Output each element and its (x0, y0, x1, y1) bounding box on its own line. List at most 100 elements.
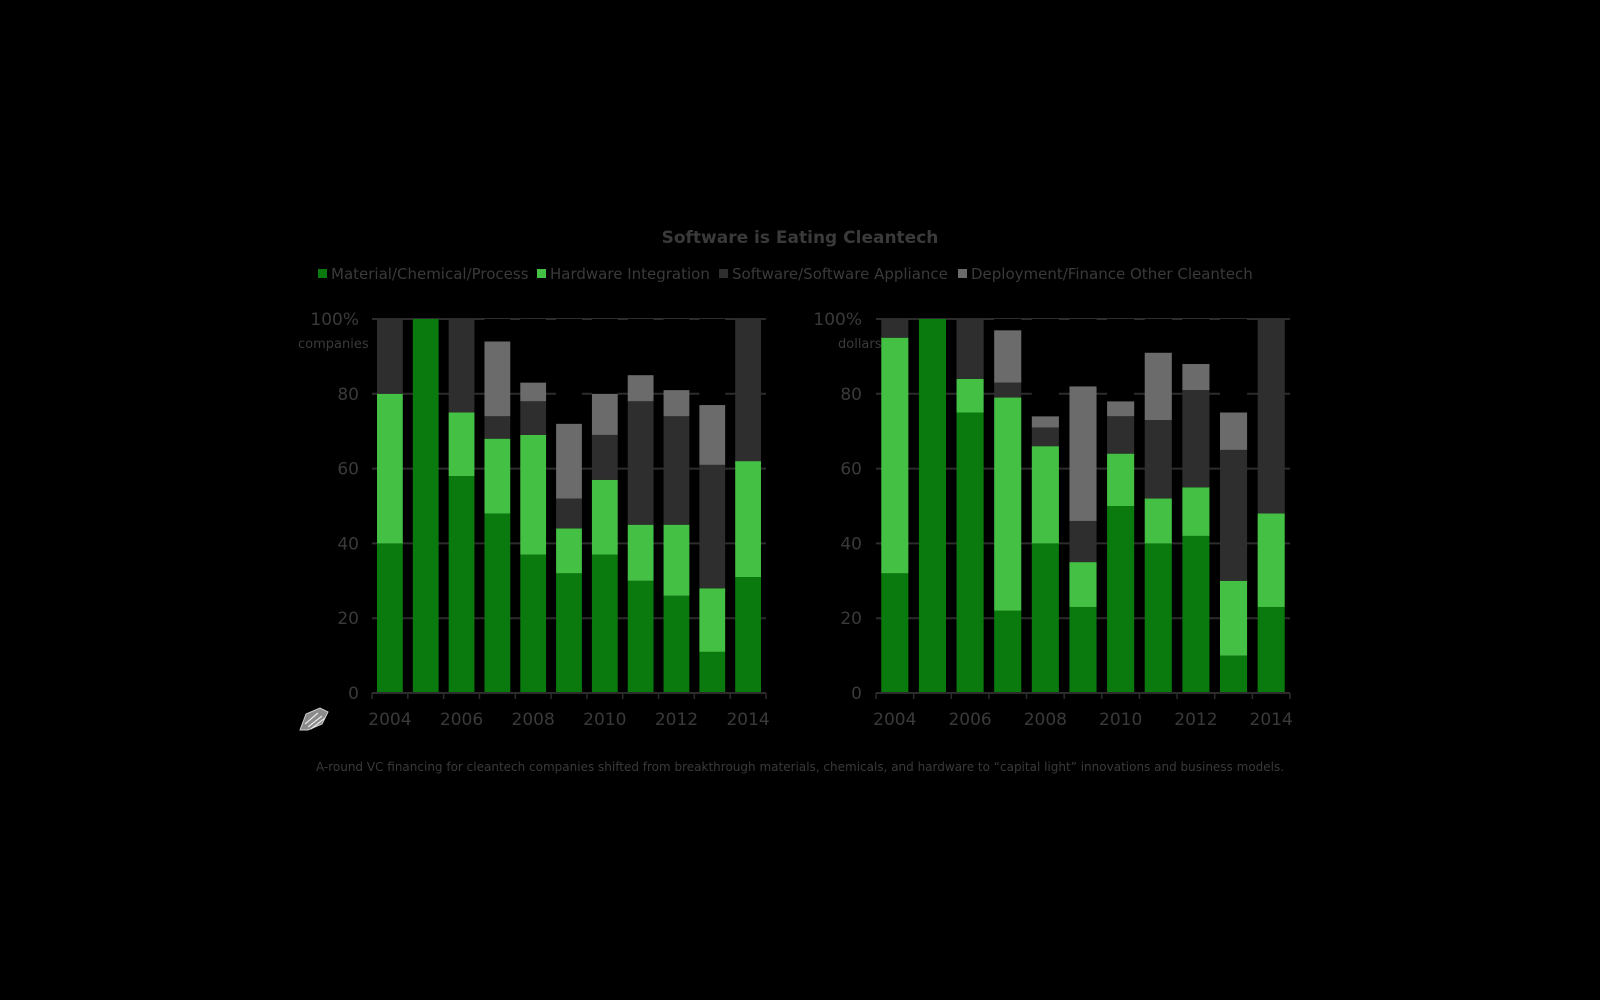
legend-swatch-material (318, 269, 327, 278)
y-tick-label: 0 (348, 684, 359, 704)
bar-segment-other-2011 (627, 319, 654, 376)
bar-segment-material-2006 (448, 476, 475, 693)
x-tick-label: 2012 (655, 710, 698, 730)
x-tick-label: 2008 (1024, 710, 1067, 730)
bar-segment-material-2012 (663, 595, 690, 693)
bar-segment-hardware-2004 (377, 393, 403, 544)
bar-segment-other-2010 (591, 319, 618, 394)
bar-segment-deployment-2010 (1107, 401, 1135, 417)
x-tick-label: 2004 (873, 710, 916, 730)
bar-segment-hardware-2010 (1107, 453, 1135, 506)
bar-segment-material-2010 (591, 554, 618, 693)
bar-segment-deployment-2009 (1069, 386, 1097, 521)
y-tick-label: 100% (310, 310, 359, 330)
legend-label-software: Software/Software Appliance (732, 265, 948, 283)
y-tick-label: 60 (337, 460, 359, 480)
bar-segment-deployment-2009 (556, 423, 582, 499)
bar-segment-deployment-2012 (663, 390, 690, 417)
x-tick-label: 2014 (726, 710, 769, 730)
bar-segment-software-2010 (591, 434, 618, 480)
y-tick-label: 100% (813, 310, 862, 330)
bar-segment-other-2010 (1107, 319, 1135, 402)
bar-segment-hardware-2007 (484, 438, 511, 514)
y-axis-unit-label: companies (298, 337, 369, 352)
bar-segment-other-2011 (1144, 319, 1172, 353)
bar-segment-hardware-2010 (591, 479, 618, 555)
bar-segment-software-2007 (484, 416, 511, 439)
bar-segment-other-2009 (1069, 319, 1097, 387)
bar-segment-hardware-2012 (663, 524, 690, 596)
bar-segment-hardware-2013 (1219, 580, 1248, 656)
bar-segment-other-2008 (520, 319, 547, 383)
legend-item-deployment: Deployment/Finance (958, 265, 1125, 283)
bar-segment-material-2004 (881, 573, 909, 693)
bar-segment-material-2004 (377, 543, 403, 693)
bar-segment-material-2007 (994, 610, 1022, 693)
bar-segment-deployment-2013 (1219, 412, 1248, 450)
bar-segment-other-2013 (699, 319, 726, 406)
bar-segment-other-2007 (484, 319, 511, 342)
bar-segment-software-2014 (1257, 319, 1285, 514)
bar-segment-software-2006 (956, 319, 984, 379)
bar-segment-software-2007 (994, 382, 1022, 398)
bar-segment-software-2008 (520, 401, 547, 435)
bar-segment-hardware-2009 (1069, 562, 1097, 607)
x-tick-label: 2008 (512, 710, 555, 730)
bar-segment-deployment-2007 (484, 341, 511, 417)
bar-segment-hardware-2014 (1257, 513, 1285, 607)
bar-segment-material-2012 (1182, 535, 1210, 693)
bar-segment-software-2013 (1219, 449, 1248, 581)
bar-segment-hardware-2006 (448, 412, 475, 477)
y-tick-label: 20 (337, 609, 359, 629)
bar-segment-hardware-2006 (956, 378, 984, 413)
bar-segment-material-2014 (1257, 606, 1285, 693)
figure-caption: A-round VC financing for cleantech compa… (315, 760, 1285, 774)
bar-segment-software-2010 (1107, 416, 1135, 454)
legend-label-deployment: Deployment/Finance (971, 265, 1126, 283)
bar-segment-other-2008 (1031, 319, 1059, 417)
bar-segment-material-2014 (735, 577, 761, 693)
bar-segment-deployment-2013 (699, 405, 726, 465)
bar-segment-deployment-2007 (994, 330, 1022, 383)
chart-panel-dollars: 0 20 40 60 80 100% dollars 2004 2006 2008 2010 2012… (813, 310, 1292, 730)
bar-segment-software-2011 (1144, 419, 1172, 499)
legend-swatch-software (719, 269, 728, 278)
legend-label-material: Material/Chemical/Process (331, 265, 529, 283)
legend: Material/Chemical/Process Hardware Integ… (318, 265, 1318, 287)
bar-segment-material-2009 (1069, 606, 1097, 693)
bar-segment-software-2004 (377, 319, 403, 394)
bar-segment-hardware-2008 (520, 434, 547, 555)
bar-segment-material-2009 (556, 573, 582, 693)
bar-segment-deployment-2011 (627, 375, 654, 402)
x-tick-label: 2006 (948, 710, 991, 730)
bar-segment-software-2011 (627, 401, 654, 525)
x-tick-label: 2012 (1174, 710, 1217, 730)
y-tick-label: 40 (840, 534, 862, 554)
bar-segment-material-2013 (1219, 655, 1248, 693)
bar-segment-software-2008 (1031, 427, 1059, 447)
bar-segment-software-2009 (1069, 520, 1097, 563)
legend-item-software: Software/Software Appliance (719, 265, 948, 283)
bar-segment-software-2013 (699, 464, 726, 589)
bar-segment-hardware-2014 (735, 461, 761, 578)
bar-segment-software-2004 (881, 319, 909, 338)
bar-segment-hardware-2007 (994, 397, 1022, 611)
bar-segment-material-2008 (520, 554, 547, 693)
legend-label-hardware: Hardware Integration (550, 265, 710, 283)
bar-segment-material-2010 (1107, 506, 1135, 693)
bar-segment-material-2006 (956, 412, 984, 693)
legend-swatch-hardware (537, 269, 546, 278)
bar-segment-other-2012 (1182, 319, 1210, 364)
x-tick-label: 2010 (583, 710, 626, 730)
bar-segment-other-2012 (663, 319, 690, 391)
y-tick-label: 20 (840, 609, 862, 629)
bar-segment-hardware-2012 (1182, 487, 1210, 536)
bar-segment-hardware-2004 (881, 337, 909, 574)
bar-segment-material-2011 (627, 580, 654, 693)
bar-segment-deployment-2010 (591, 393, 618, 435)
x-tick-label: 2006 (440, 710, 483, 730)
bar-segment-material-2005 (412, 319, 439, 693)
y-tick-label: 80 (840, 385, 862, 405)
bar-segment-other-2013 (1219, 319, 1248, 413)
